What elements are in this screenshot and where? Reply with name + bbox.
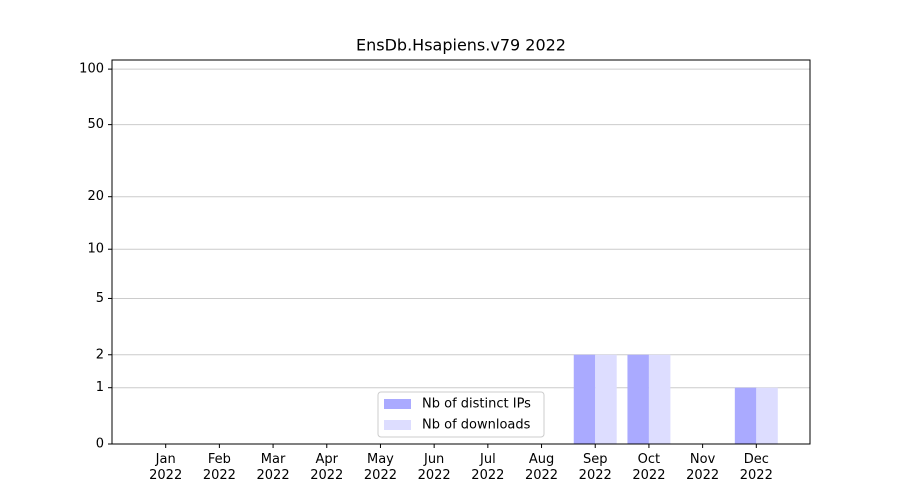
legend: Nb of distinct IPs Nb of downloads [377,391,545,438]
bar [627,354,649,444]
y-tick-label: 100 [79,62,104,77]
legend-swatch [384,420,411,430]
legend-swatch [384,399,411,409]
legend-label: Nb of distinct IPs [422,397,531,412]
y-tick-label: 2 [96,347,104,362]
plot-frame [111,59,811,445]
y-tick-label: 0 [96,437,104,452]
x-tick-label: Feb 2022 [202,452,236,483]
legend-label: Nb of downloads [422,418,531,433]
x-tick-label: Oct 2022 [632,452,666,483]
x-tick-label: Jun 2022 [417,452,451,483]
x-tick-label: Nov 2022 [686,452,720,483]
x-tick-label: Sep 2022 [578,452,612,483]
x-tick-label: Jan 2022 [149,452,183,483]
chart-title: EnsDb.Hsapiens.v79 2022 [356,36,566,55]
x-tick-label: Apr 2022 [310,452,344,483]
bar [648,354,671,444]
bar [573,354,596,444]
y-tick-label: 20 [87,189,104,204]
x-tick-label: Mar 2022 [256,452,290,483]
y-tick-label: 10 [87,242,104,257]
bar [734,387,757,444]
x-tick-label: May 2022 [363,452,397,483]
y-tick-label: 5 [96,291,104,306]
x-tick-label: Jul 2022 [471,452,505,483]
bar [595,354,617,444]
y-tick-label: 50 [87,117,104,132]
legend-box [377,391,545,438]
bar [756,387,778,444]
y-tick-label: 1 [96,380,104,395]
x-tick-label: Aug 2022 [524,452,559,483]
x-tick-label: Dec 2022 [739,452,773,483]
